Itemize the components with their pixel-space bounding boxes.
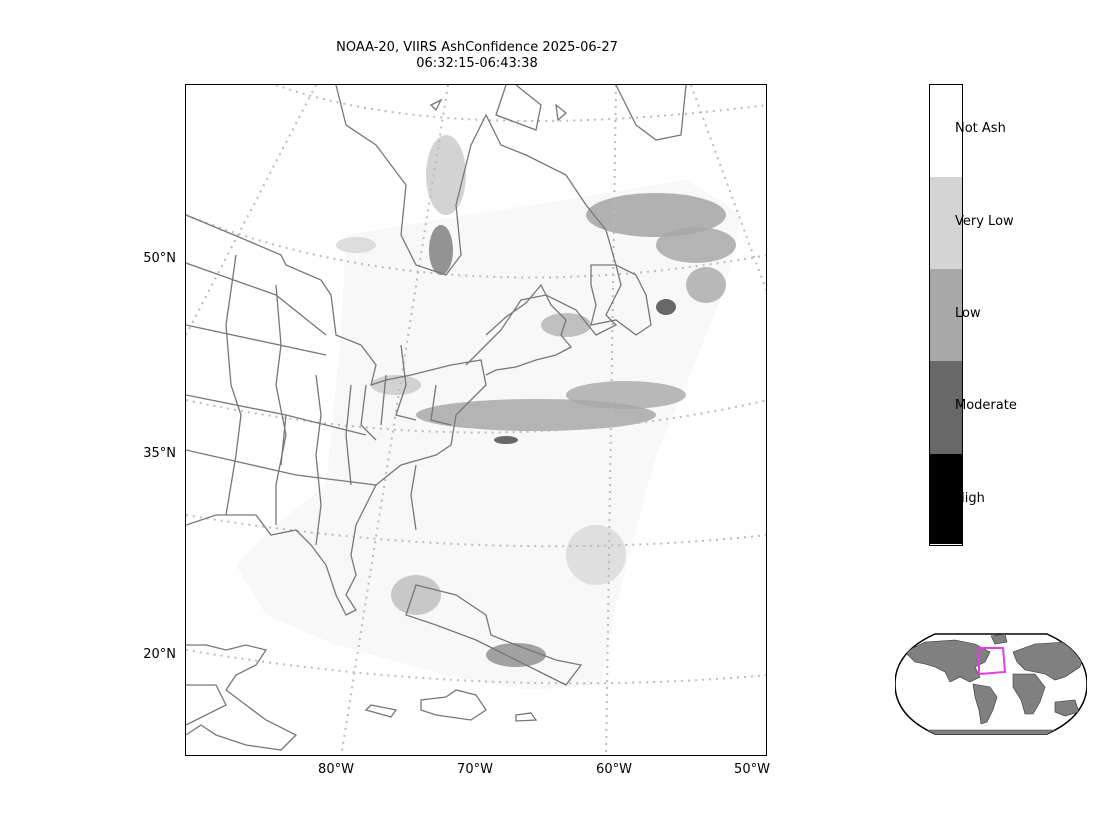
title-line-2: 06:32:15-06:43:38 <box>416 56 538 71</box>
colorbar-segment-high <box>930 454 962 544</box>
domain-box <box>978 647 1007 676</box>
colorbar-segment-very-low <box>930 177 962 269</box>
lat-label-35n: 35°N <box>143 446 176 461</box>
colorbar-label-moderate: Moderate <box>955 398 1017 413</box>
colorbar-segment-not-ash <box>930 85 962 177</box>
lat-label-50n: 50°N <box>143 251 176 266</box>
lon-label-70w: 70°W <box>457 762 493 777</box>
map-canvas <box>186 85 766 755</box>
colorbar-segment-moderate <box>930 361 962 454</box>
ash-swath <box>236 135 741 690</box>
colorbar-label-low: Low <box>955 306 981 321</box>
lon-label-50w: 50°W <box>734 762 770 777</box>
ash-confidence-map <box>185 84 767 756</box>
title-line-1: NOAA-20, VIIRS AshConfidence 2025-06-27 <box>336 40 618 55</box>
world-locator-inset <box>894 632 1088 736</box>
colorbar-label-not-ash: Not Ash <box>955 121 1006 136</box>
lat-label-20n: 20°N <box>143 647 176 662</box>
lon-label-80w: 80°W <box>318 762 354 777</box>
map-title: NOAA-20, VIIRS AshConfidence 2025-06-27 … <box>186 40 768 72</box>
coastlines <box>186 85 687 751</box>
lon-label-60w: 60°W <box>596 762 632 777</box>
colorbar <box>929 84 963 546</box>
world-landmasses <box>904 634 1086 734</box>
colorbar-segment-low <box>930 269 962 361</box>
colorbar-label-very-low: Very Low <box>955 214 1014 229</box>
colorbar-label-high: High <box>955 491 985 506</box>
